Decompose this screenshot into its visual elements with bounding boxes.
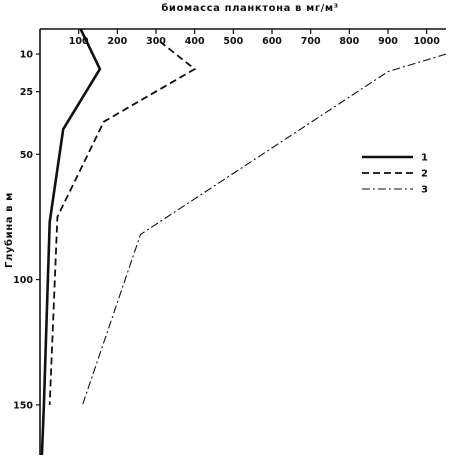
x-tick-label: 900 <box>378 36 398 47</box>
series-line-2 <box>48 40 197 405</box>
y-tick-label: 100 <box>13 275 33 286</box>
y-tick-label: 50 <box>20 150 34 161</box>
x-tick-label: 1000 <box>413 36 440 47</box>
x-tick-label: 500 <box>223 36 243 47</box>
x-tick-label: 800 <box>339 36 359 47</box>
axes <box>39 28 446 455</box>
x-tick-label: 100 <box>69 36 89 47</box>
x-ticks: 100 200 300 400 500 600 700 800 900 1000 <box>69 29 440 47</box>
legend-label: 2 <box>421 169 428 180</box>
x-tick-label: 300 <box>146 36 166 47</box>
y-axis-title: Глубина в м <box>3 192 15 268</box>
legend-label: 1 <box>421 153 428 164</box>
legend-label: 3 <box>421 185 428 196</box>
x-tick-label: 200 <box>107 36 127 47</box>
y-ticks: 10 25 50 100 150 <box>13 50 40 411</box>
y-tick-label: 10 <box>20 50 34 61</box>
x-tick-label: 700 <box>301 36 321 47</box>
series-line-3 <box>81 53 447 406</box>
x-tick-label: 400 <box>185 36 205 47</box>
series-layer <box>40 28 447 456</box>
x-tick-label: 600 <box>262 36 282 47</box>
y-tick-label: 150 <box>13 400 33 411</box>
legend: 1 2 3 <box>362 153 428 196</box>
x-axis-title: биомасса планктона в мг/м³ <box>161 2 338 14</box>
series-line-1 <box>40 28 102 456</box>
y-tick-label: 25 <box>20 87 33 98</box>
